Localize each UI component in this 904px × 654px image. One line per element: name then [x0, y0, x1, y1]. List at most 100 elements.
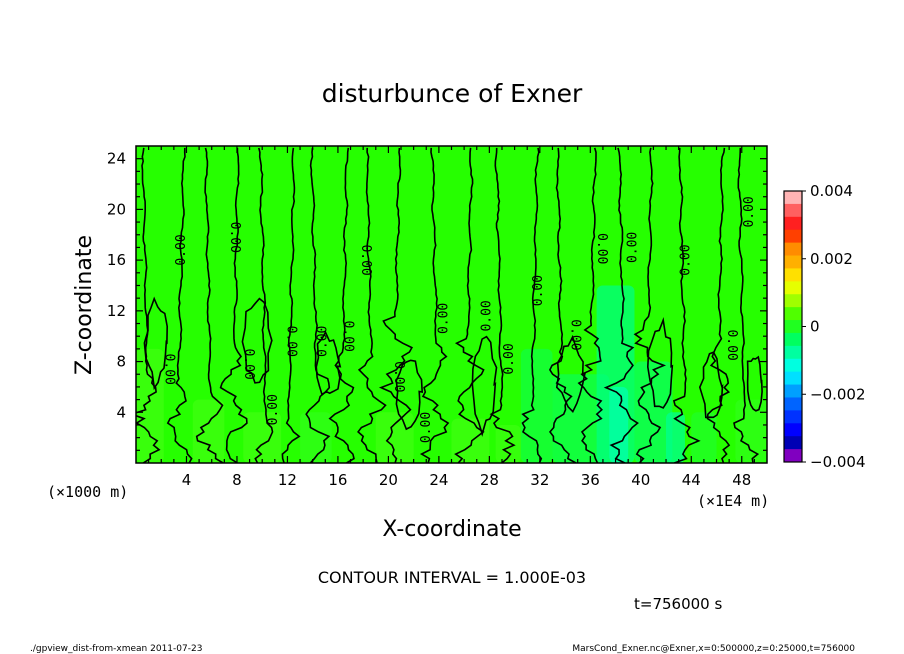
contour-label: 0.00 — [227, 222, 242, 253]
shade-patch — [666, 412, 685, 463]
contour-label: 0.00 — [436, 303, 451, 334]
footer-left: ./gpview_dist-from-xmean 2011-07-23 — [30, 644, 202, 654]
y-tick-label: 20 — [107, 200, 126, 218]
contour-line — [219, 147, 248, 463]
colorbar-label: −0.004 — [810, 453, 866, 471]
shade-patch — [691, 412, 717, 463]
colorbar-segment — [784, 281, 802, 295]
shade-patch — [552, 374, 610, 463]
contour-label: 0.00 — [479, 300, 494, 331]
contour-label: 0.00 — [531, 275, 546, 306]
contour-line — [454, 147, 485, 463]
colorbar-label: −0.002 — [810, 385, 866, 403]
contour-label: 0.00 — [241, 348, 256, 379]
contour-label: 0.00 — [679, 244, 694, 275]
colorbar-segment — [784, 191, 802, 205]
contour-line — [195, 147, 224, 463]
contour-blob — [471, 335, 498, 437]
colorbar-label: 0.004 — [810, 182, 853, 200]
contour-label: 0.00 — [626, 232, 641, 263]
y-tick-label: 24 — [107, 150, 126, 168]
axis-ticks — [136, 146, 767, 463]
contour-line — [672, 147, 701, 463]
contour-line — [521, 147, 543, 463]
colorbar-segment — [784, 242, 802, 257]
x-unit-left: (×1000 m) — [47, 483, 128, 501]
colorbar-segment — [784, 307, 802, 321]
colorbar-segment — [784, 345, 802, 360]
colorbar-segment — [784, 332, 802, 347]
x-tick-label: 24 — [429, 471, 448, 489]
contour-lines — [136, 147, 763, 463]
shade-patch — [136, 348, 164, 463]
x-tick-label: 28 — [480, 471, 499, 489]
contour-label: 0.00 — [358, 244, 373, 275]
y-tick-label: 8 — [116, 353, 126, 371]
x-tick-label: 16 — [328, 471, 347, 489]
contour-blob — [395, 359, 424, 431]
chart-title: disturbunce of Exner — [322, 79, 583, 108]
x-tick-label: 44 — [682, 471, 701, 489]
contour-line — [357, 147, 387, 463]
contour-line — [706, 147, 731, 463]
contour-label: 0.00 — [391, 361, 406, 392]
x-tick-label: 36 — [581, 471, 600, 489]
colorbar — [783, 190, 806, 463]
x-tick-label: 4 — [182, 471, 192, 489]
contour-blob — [746, 355, 763, 412]
contour-line — [136, 147, 161, 463]
x-tick-labels: 4 8 12 16 20 24 28 32 36 40 44 48 — [182, 471, 752, 489]
colorbar-segment — [784, 449, 802, 463]
contour-line — [633, 147, 667, 463]
x-tick-label: 20 — [379, 471, 398, 489]
contour-label: 0.00 — [742, 196, 757, 227]
colorbar-segment — [784, 423, 802, 437]
colorbar-label: 0.002 — [810, 250, 853, 268]
contour-label: 0.00 — [315, 326, 330, 357]
plot-area: 0.00 0.00 0.00 0.00 0.00 0.00 0.00 0.00 0.00 0.00… — [135, 145, 768, 464]
contour-label: 0.00 — [724, 329, 739, 360]
colorbar-segment — [784, 436, 802, 450]
x-tick-label: 40 — [631, 471, 650, 489]
contour-label: 0.00 — [502, 343, 517, 374]
contour-line — [281, 147, 301, 463]
colorbar-labels: 0.004 0.002 0 −0.002 −0.004 — [810, 182, 866, 471]
colorbar-segment — [784, 294, 802, 308]
colorbar-segment — [784, 255, 802, 269]
contour-line — [328, 147, 355, 463]
colorbar-segment — [784, 397, 802, 411]
shade-patch — [451, 418, 490, 463]
contour-line — [489, 147, 516, 463]
contour-line — [166, 147, 193, 463]
contour-blob — [143, 296, 169, 391]
contour-line — [577, 147, 603, 463]
contour-label: 0.00 — [568, 319, 583, 350]
contour-line — [419, 147, 450, 463]
shade-patch — [243, 412, 282, 463]
x-tick-label: 8 — [232, 471, 242, 489]
contour-label: 0.00 — [174, 234, 189, 265]
contour-blob — [646, 317, 674, 409]
contour-label: 0.00 — [161, 354, 176, 385]
contour-line — [378, 147, 414, 463]
y-axis-label: Z-coordinate — [72, 235, 97, 375]
y-tick-label: 4 — [116, 403, 126, 421]
contour-line — [603, 147, 639, 463]
colorbar-segment — [784, 371, 802, 386]
contour-label: 0.00 — [341, 321, 356, 352]
x-unit-right: (×1E4 m) — [697, 492, 769, 510]
y-tick-label: 16 — [107, 251, 126, 269]
contour-blob — [315, 330, 342, 396]
colorbar-segment — [784, 384, 802, 398]
colorbar-segment — [784, 320, 802, 334]
y-tick-label: 12 — [107, 302, 126, 320]
contour-line — [548, 147, 577, 463]
shade-patch — [495, 424, 521, 463]
colorbar-label: 0 — [810, 318, 820, 336]
x-tick-label: 32 — [530, 471, 549, 489]
x-tick-label: 48 — [732, 471, 751, 489]
contour-labels: 0.00 0.00 0.00 0.00 0.00 0.00 0.00 0.00 0.00 0.00… — [161, 196, 757, 443]
contour-label: 0.00 — [594, 233, 609, 264]
contour-line — [305, 147, 331, 463]
